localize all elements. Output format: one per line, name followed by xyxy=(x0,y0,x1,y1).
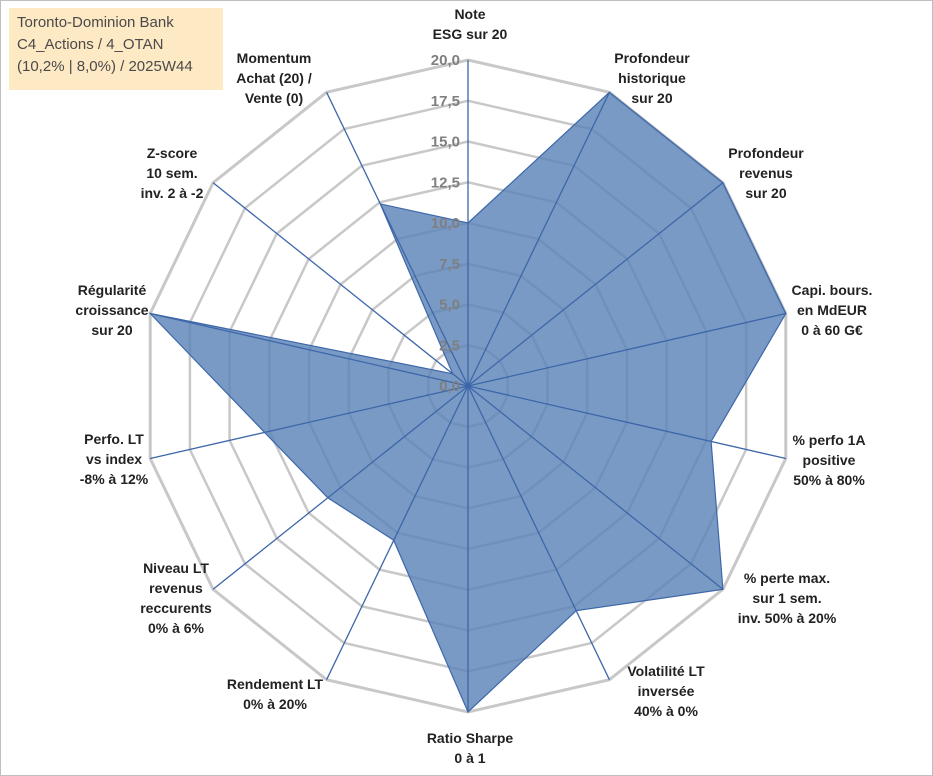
tick-label: 12,5 xyxy=(431,174,460,191)
axis-label-line: positive xyxy=(803,452,856,468)
axis-label-line: inv. 2 à -2 xyxy=(141,185,204,201)
axis-label-line: % perfo 1A xyxy=(792,432,865,448)
axis-label-line: 50% à 80% xyxy=(793,472,865,488)
axis-label-line: 0 à 1 xyxy=(454,750,485,766)
title-line-company: Toronto-Dominion Bank xyxy=(17,14,174,31)
axis-label-line: Vente (0) xyxy=(245,90,303,106)
axis-label-line: 0 à 60 G€ xyxy=(801,322,863,338)
tick-label: 15,0 xyxy=(431,134,460,151)
axis-spoke xyxy=(467,182,724,387)
axis-spoke xyxy=(326,92,469,387)
axis-spoke xyxy=(467,385,724,590)
axis-label-line: Achat (20) / xyxy=(236,70,312,86)
axis-label: Rendement LT 0% à 20% xyxy=(227,676,324,712)
axis-label-line: sur 20 xyxy=(745,185,786,201)
axis-label-line: 10 sem. xyxy=(146,165,197,181)
axis-label-line: Note xyxy=(454,6,485,22)
axis-label-line: 0% à 6% xyxy=(148,620,205,636)
axis-label: Momentum Achat (20) / Vente (0) xyxy=(236,50,312,106)
tick-label: 2,5 xyxy=(439,337,460,354)
chart-title-box: Toronto-Dominion Bank C4_Actions / 4_OTA… xyxy=(9,8,223,90)
axis-spoke xyxy=(212,385,469,590)
axis-spoke xyxy=(326,385,469,680)
tick-label: 10,0 xyxy=(431,215,460,232)
axis-label-line: inv. 50% à 20% xyxy=(738,610,837,626)
axis-label-line: croissance xyxy=(75,302,148,318)
axis-label-line: ESG sur 20 xyxy=(433,26,508,42)
axis-label-line: 40% à 0% xyxy=(634,703,698,719)
axis-label-line: -8% à 12% xyxy=(80,471,149,487)
axis-label-line: sur 20 xyxy=(91,322,132,338)
axis-spoke xyxy=(467,385,786,460)
axis-label-line: Profondeur xyxy=(728,145,804,161)
axis-label-line: revenus xyxy=(149,580,203,596)
axis-label: Note ESG sur 20 xyxy=(433,6,508,42)
radar-axis-labels: Note ESG sur 20 Profondeur historique sur 20… xyxy=(75,6,872,766)
axis-label-line: Z-score xyxy=(147,145,198,161)
tick-label: 0,0 xyxy=(439,378,460,395)
axis-label-line: Niveau LT xyxy=(143,560,209,576)
axis-label-line: vs index xyxy=(86,451,142,467)
axis-label-line: Régularité xyxy=(78,282,147,298)
axis-label-line: Capi. bours. xyxy=(792,282,873,298)
axis-label-line: 0% à 20% xyxy=(243,696,307,712)
axis-spoke xyxy=(467,385,610,680)
axis-label-line: sur 1 sem. xyxy=(752,590,821,606)
axis-label-line: sur 20 xyxy=(631,90,672,106)
axis-label-line: Momentum xyxy=(237,50,312,66)
axis-label-line: Profondeur xyxy=(614,50,690,66)
axis-label-line: en MdEUR xyxy=(797,302,867,318)
axis-label: Z-score 10 sem. inv. 2 à -2 xyxy=(141,145,204,201)
tick-label: 20,0 xyxy=(431,52,460,69)
axis-label-line: revenus xyxy=(739,165,793,181)
radar-spokes xyxy=(150,60,786,712)
axis-label: Régularité croissance sur 20 xyxy=(75,282,148,338)
title-line-category: C4_Actions / 4_OTAN xyxy=(17,36,164,53)
axis-spoke xyxy=(212,182,469,387)
axis-label-line: Perfo. LT xyxy=(84,431,144,447)
axis-label-line: Ratio Sharpe xyxy=(427,730,514,746)
tick-label: 5,0 xyxy=(439,297,460,314)
tick-label: 17,5 xyxy=(431,93,460,110)
axis-label: Profondeur revenus sur 20 xyxy=(728,145,804,201)
axis-spoke xyxy=(467,312,786,387)
title-line-period: (10,2% | 8,0%) / 2025W44 xyxy=(17,58,193,75)
axis-spoke xyxy=(150,312,469,387)
axis-label: % perfo 1A positive 50% à 80% xyxy=(792,432,865,488)
axis-label: Capi. bours. en MdEUR 0 à 60 G€ xyxy=(792,282,873,338)
tick-label: 7,5 xyxy=(439,256,460,273)
axis-label: Perfo. LT vs index -8% à 12% xyxy=(80,431,149,487)
axis-label: Profondeur historique sur 20 xyxy=(614,50,690,106)
axis-label-line: inversée xyxy=(638,683,695,699)
axis-label-line: historique xyxy=(618,70,686,86)
axis-label: Niveau LT revenus reccurents 0% à 6% xyxy=(140,560,212,636)
axis-label-line: % perte max. xyxy=(744,570,830,586)
axis-label-line: reccurents xyxy=(140,600,212,616)
radar-tick-labels: 0,0 2,5 5,0 7,5 10,0 12,5 15,0 17,5 20,0 xyxy=(431,52,460,395)
axis-spoke xyxy=(150,385,469,460)
axis-label: Ratio Sharpe 0 à 1 xyxy=(427,730,514,766)
axis-spoke xyxy=(467,92,610,387)
axis-label-line: Volatilité LT xyxy=(627,663,705,679)
axis-label-line: Rendement LT xyxy=(227,676,324,692)
axis-label: Volatilité LT inversée 40% à 0% xyxy=(627,663,705,719)
axis-label: % perte max. sur 1 sem. inv. 50% à 20% xyxy=(738,570,837,626)
